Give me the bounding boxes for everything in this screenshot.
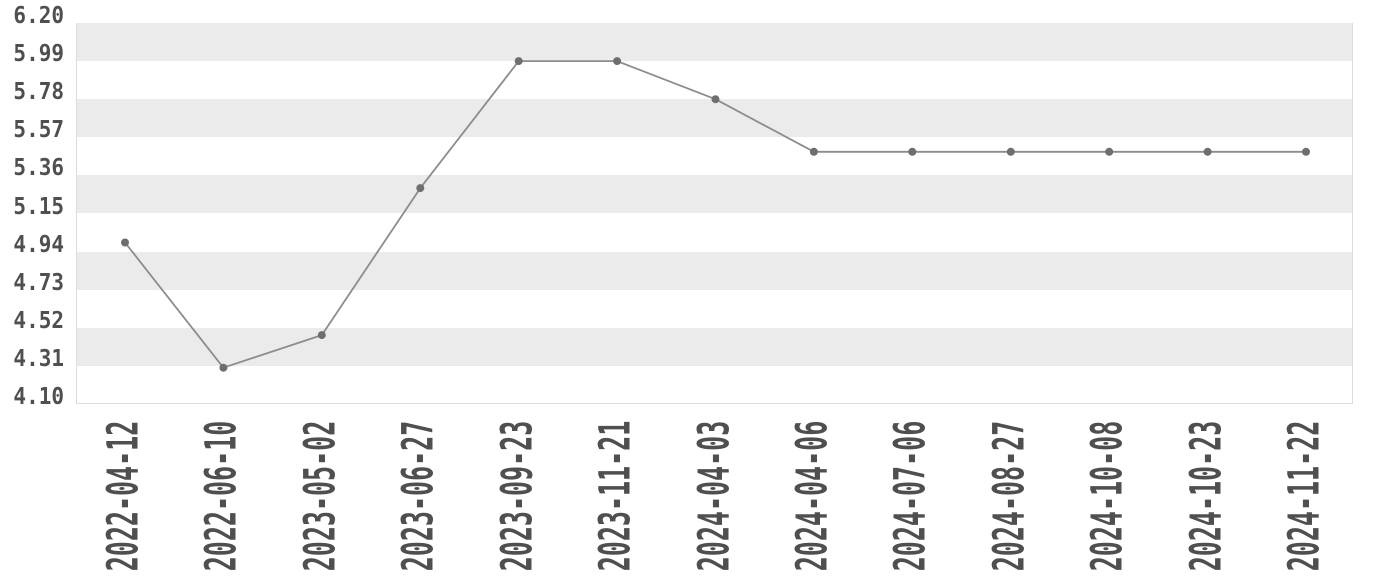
data-point-marker (613, 57, 622, 66)
plot-area (76, 23, 1353, 404)
x-tick-label: 2024-10-08 (1082, 420, 1132, 572)
x-tick-label: 2023-11-21 (590, 420, 640, 572)
data-point-marker (416, 184, 425, 193)
y-tick-label: 5.78 (13, 77, 64, 105)
data-point-marker (121, 238, 129, 247)
y-tick-label: 4.73 (13, 268, 64, 296)
y-tick-label: 4.52 (13, 306, 64, 334)
data-point-marker (1105, 147, 1114, 156)
x-tick-label: 2022-06-10 (196, 420, 247, 572)
data-point-marker (1203, 147, 1212, 156)
y-tick-label: 5.15 (13, 192, 64, 219)
y-tick-label: 4.31 (13, 344, 64, 372)
grid-band (77, 251, 1352, 290)
y-tick-label: 4.94 (13, 230, 64, 258)
data-point-marker (1006, 147, 1015, 156)
x-tick-label: 2024-04-03 (689, 420, 739, 572)
grid-band (77, 175, 1352, 214)
series-line (124, 60, 1306, 369)
x-tick-label: 2024-07-06 (885, 420, 936, 572)
x-tick-label: 2023-05-02 (295, 420, 345, 572)
grid-band (77, 23, 1352, 62)
x-tick-label: 2024-04-06 (787, 420, 837, 572)
x-tick-label: 2023-06-27 (393, 420, 444, 572)
y-tick-label: 5.57 (13, 115, 64, 143)
data-point-marker (317, 331, 326, 340)
y-tick-label: 4.10 (13, 382, 64, 410)
data-point-marker (219, 363, 228, 372)
grid-band (77, 327, 1352, 366)
line-series (121, 57, 1310, 372)
x-tick-label: 2024-08-27 (984, 420, 1034, 572)
x-tick-label: 2022-04-12 (98, 420, 148, 572)
data-point-marker (908, 147, 917, 156)
y-tick-label: 5.99 (13, 39, 64, 67)
grid-band (77, 99, 1352, 138)
x-tick-label: 2024-11-22 (1279, 420, 1329, 572)
data-point-marker (514, 57, 523, 66)
data-point-marker (711, 95, 720, 104)
x-tick-label: 2024-10-23 (1181, 420, 1231, 572)
x-tick-label: 2023-09-23 (492, 420, 542, 572)
y-tick-label: 6.20 (13, 1, 64, 29)
data-point-marker (1302, 147, 1310, 156)
data-point-marker (809, 147, 818, 156)
y-tick-label: 5.36 (13, 153, 64, 181)
